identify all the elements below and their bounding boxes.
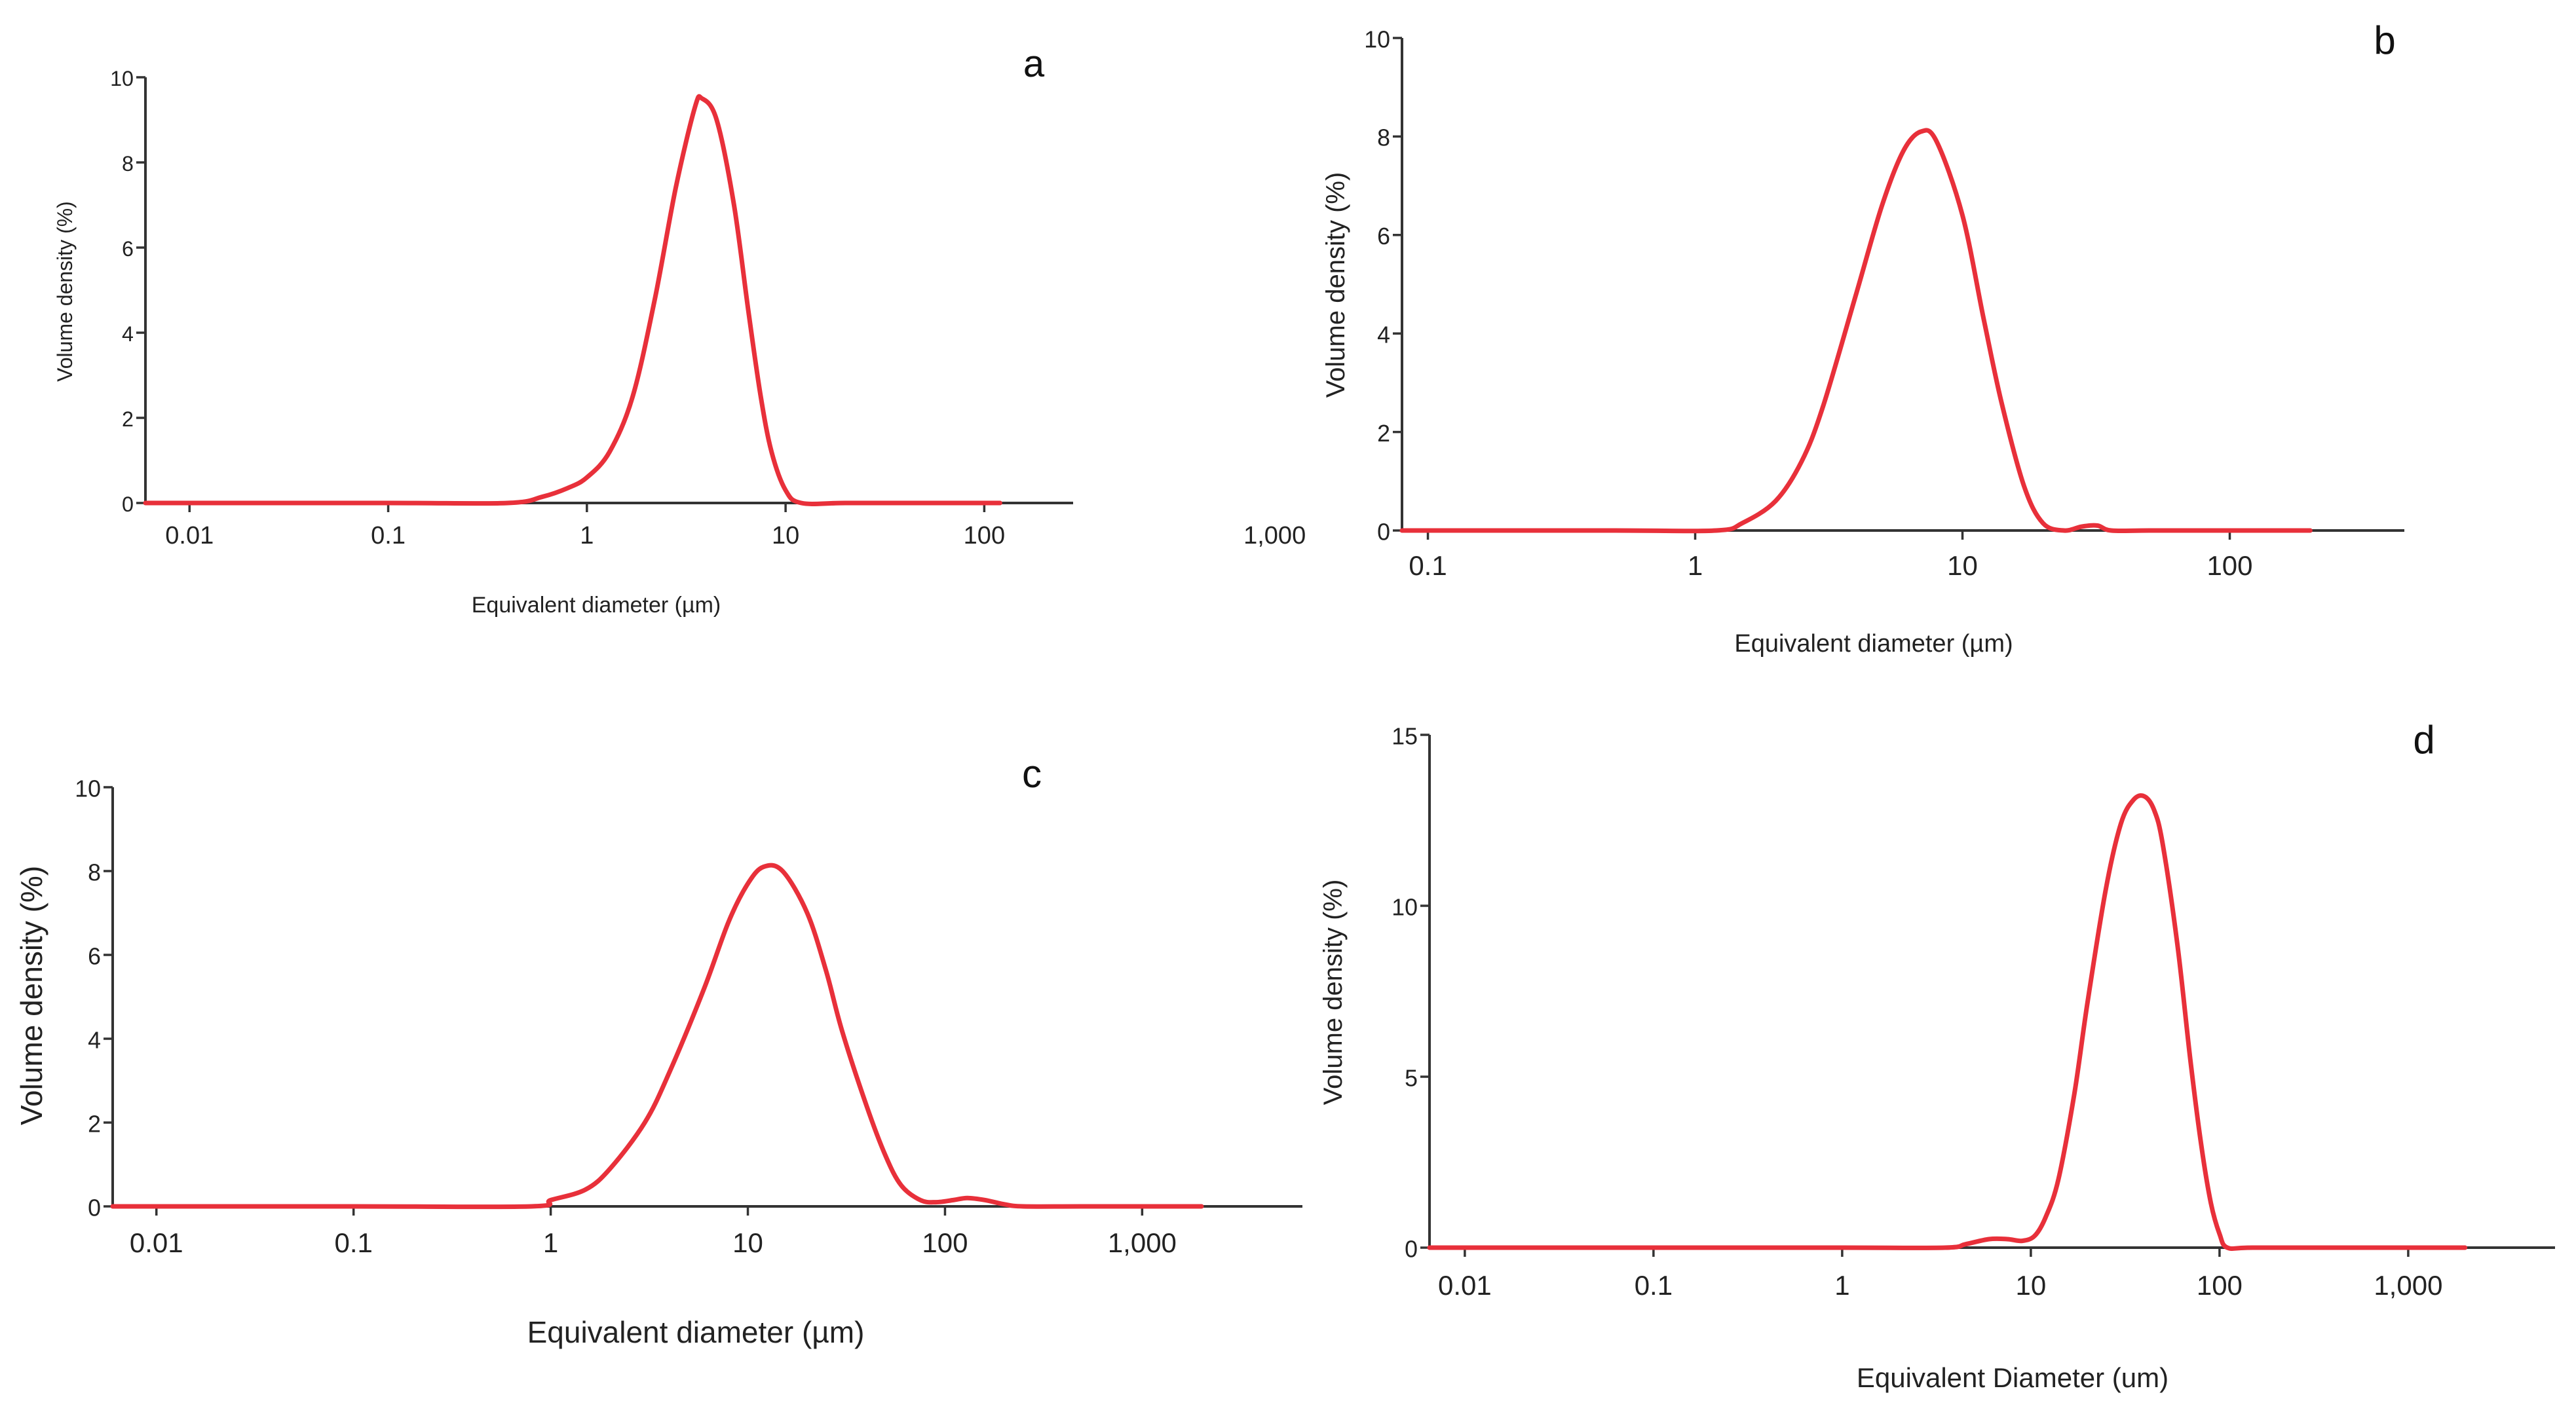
y-tick-label-d: 10 (1392, 894, 1418, 920)
y-axis-label-a: Volume density (%) (53, 201, 77, 382)
x-tick-label-d: 1 (1834, 1270, 1849, 1301)
x-axis-label-c: Equivalent diameter (µm) (527, 1315, 865, 1349)
x-tick-label-c: 0.1 (334, 1227, 372, 1258)
series-line-a (143, 94, 1002, 506)
x-tick-label-d: 0.01 (1438, 1270, 1492, 1301)
x-tick-label-b: 10 (1947, 550, 1978, 581)
y-tick-label-b: 2 (1377, 420, 1390, 447)
panel-label-c: c (1022, 752, 1042, 796)
x-tick-label-c: 100 (922, 1227, 968, 1258)
panel-label-a: a (1023, 43, 1045, 85)
x-tick-label-a: 10 (772, 522, 799, 549)
y-tick-label-b: 6 (1377, 223, 1390, 250)
y-tick-label-b: 4 (1377, 322, 1390, 348)
x-tick-label-d: 1,000 (2374, 1270, 2442, 1301)
x-tick-label-c: 10 (732, 1227, 763, 1258)
y-tick-label-d: 5 (1405, 1065, 1418, 1091)
y-tick-label-b: 8 (1377, 125, 1390, 151)
x-tick-label-b: 100 (2207, 550, 2252, 581)
x-tick-label-c: 1,000 (1108, 1227, 1177, 1258)
y-tick-label-c: 8 (88, 859, 101, 885)
y-tick-label-a: 6 (122, 237, 134, 261)
y-axis-label-d: Volume density (%) (1319, 880, 1348, 1106)
panel-label-b: b (2374, 18, 2395, 62)
x-tick-label-c: 0.01 (130, 1227, 183, 1258)
x-tick-label-d: 0.1 (1635, 1270, 1673, 1301)
y-tick-label-c: 6 (88, 943, 101, 969)
y-axis-label-b: Volume density (%) (1321, 172, 1350, 398)
y-tick-label-d: 15 (1392, 723, 1418, 749)
x-tick-label-a: 1 (580, 522, 594, 549)
y-tick-label-a: 2 (122, 407, 134, 431)
x-axis-label-b: Equivalent diameter (µm) (1734, 630, 2013, 658)
x-tick-label-a: 1,000 (1243, 522, 1306, 549)
y-tick-label-c: 10 (75, 775, 101, 802)
y-tick-label-a: 8 (122, 152, 134, 176)
x-tick-label-b: 1 (1688, 550, 1703, 581)
x-tick-label-b: 0.1 (1409, 550, 1447, 581)
x-tick-label-a: 100 (964, 522, 1005, 549)
x-tick-label-a: 0.1 (371, 522, 406, 549)
series-line-b (1399, 128, 2313, 534)
y-tick-label-d: 0 (1405, 1236, 1418, 1262)
x-tick-label-c: 1 (543, 1227, 558, 1258)
x-axis-label-d: Equivalent Diameter (um) (1857, 1362, 2169, 1393)
x-axis-label-a: Equivalent diameter (µm) (472, 593, 721, 618)
y-tick-label-b: 0 (1377, 519, 1390, 545)
y-tick-label-c: 2 (88, 1111, 101, 1137)
y-tick-label-a: 10 (110, 67, 134, 90)
y-tick-label-a: 0 (122, 493, 134, 516)
y-tick-label-b: 10 (1364, 26, 1390, 52)
y-tick-label-c: 4 (88, 1027, 101, 1053)
series-line-d (1427, 793, 2468, 1252)
y-tick-label-c: 0 (88, 1195, 101, 1221)
panel-label-d: d (2413, 718, 2434, 762)
y-tick-label-a: 4 (122, 322, 134, 346)
x-tick-label-a: 0.01 (165, 522, 214, 549)
x-tick-label-d: 100 (2197, 1270, 2243, 1301)
x-tick-label-d: 10 (2016, 1270, 2047, 1301)
y-axis-label-c: Volume density (%) (14, 866, 48, 1125)
series-line-c (110, 863, 1204, 1210)
